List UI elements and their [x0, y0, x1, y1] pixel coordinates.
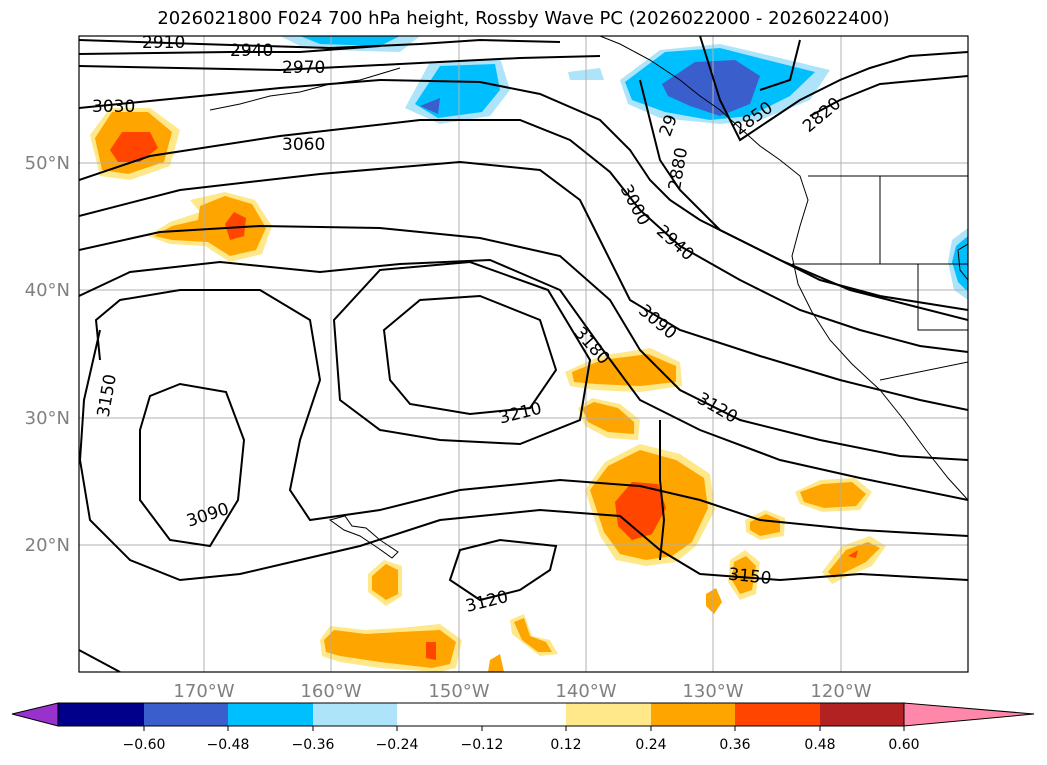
colorbar-tick-label: −0.12 [461, 737, 504, 753]
colorbar-segment [397, 703, 482, 726]
longitude-labels: 170°W 160°W 150°W 140°W 130°W 120°W [173, 681, 871, 702]
lon-label: 140°W [555, 681, 616, 702]
lon-label: 170°W [173, 681, 234, 702]
colorbar-segment [228, 703, 313, 726]
colorbar: −0.60 −0.48 −0.36 −0.24 −0.12 0.12 0.24 … [11, 702, 1035, 753]
lon-label: 150°W [428, 681, 489, 702]
contour-label: 2910 [142, 33, 185, 53]
colorbar-min-extension [11, 702, 59, 727]
colorbar-tick-label: 0.48 [804, 737, 835, 753]
contour-label: 2970 [282, 58, 325, 78]
contour-label: 3030 [92, 97, 135, 117]
colorbar-tick-label: 0.60 [888, 737, 919, 753]
map-frame [78, 35, 969, 673]
colorbar-tick-label: 0.36 [719, 737, 750, 753]
map-background [79, 36, 968, 672]
colorbar-segment [566, 703, 651, 726]
lat-label: 20°N [25, 535, 70, 556]
colorbar-tick-label: −0.48 [207, 737, 250, 753]
height-contours [79, 36, 968, 672]
colorbar-tick-label: −0.60 [123, 737, 166, 753]
colorbar-outline [57, 702, 905, 727]
colorbar-tick-label: −0.36 [292, 737, 335, 753]
colorbar-segment [482, 703, 566, 726]
latitude-labels: 20°N 30°N 40°N 50°N [25, 153, 70, 556]
colorbar-segment [313, 703, 397, 726]
contour-label: 3150 [727, 565, 772, 589]
lon-label: 130°W [682, 681, 743, 702]
map-title: 2026021800 F024 700 hPa height, Rossby W… [157, 8, 890, 29]
lat-label: 30°N [25, 408, 70, 429]
lon-label: 160°W [300, 681, 361, 702]
colorbar-segment [735, 703, 820, 726]
colorbar-max-extension [903, 702, 1035, 727]
lat-label: 40°N [25, 280, 70, 301]
colorbar-segment [58, 703, 144, 726]
colorbar-tick-label: −0.24 [376, 737, 419, 753]
colorbar-tick-label: 0.12 [550, 737, 581, 753]
lon-label: 120°W [810, 681, 871, 702]
colorbar-segment [820, 703, 904, 726]
colorbar-segment [651, 703, 735, 726]
graticule [79, 36, 968, 672]
contour-label: 3060 [282, 135, 325, 155]
colorbar-segment [144, 703, 228, 726]
coastlines [209, 36, 968, 559]
colorbar-tick-label: 0.24 [635, 737, 666, 753]
contour-label: 2940 [230, 41, 273, 61]
anomaly-shading [90, 36, 968, 672]
lat-label: 50°N [25, 153, 70, 174]
